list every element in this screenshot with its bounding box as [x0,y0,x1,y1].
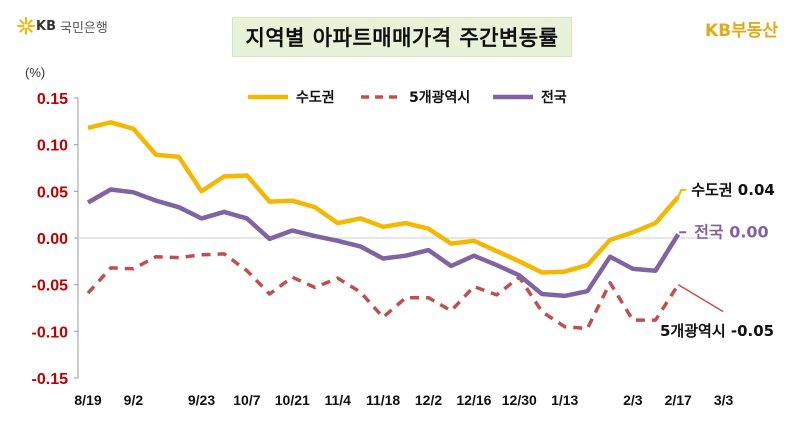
annotation-leader [677,284,724,313]
x-tick-label: 2/3 [623,392,643,408]
kb-realestate-logo: KB부동산 [705,16,778,41]
series-line-1 [87,120,680,275]
y-tick-label: -0.10 [32,324,69,341]
kb-bank-name: 국민은행 [59,20,108,36]
chart-title: 지역별 아파트매매가격 주간변동률 [232,17,572,57]
x-tick-label: 2/17 [665,392,692,408]
legend-label: 전국 [541,89,567,106]
y-tick-label: 0.00 [37,231,68,248]
y-tick-label: 0.05 [37,184,68,201]
x-tick-label: 12/16 [456,392,491,408]
kb-mark: KB [36,18,56,34]
x-tick-label: 12/30 [502,392,537,408]
kb-bank-logo: KB 국민은행 [16,16,108,36]
annotation-leader [677,188,687,198]
x-tick-label: 11/4 [324,392,351,408]
x-tick-label: 9/2 [124,392,144,408]
series-line-3 [86,187,681,299]
y-tick-label: -0.15 [32,371,69,388]
legend-label: 수도권 [296,90,335,106]
x-tick-label: 8/19 [74,392,101,408]
y-tick-label: -0.05 [32,278,69,295]
annotation-metro: 수도권 0.04 [691,181,775,199]
x-tick-label: 10/7 [233,392,260,408]
x-tick-label: 1/13 [551,392,578,408]
star-icon [17,17,35,35]
x-tick-label: 10/21 [275,392,310,408]
x-tick-label: 9/23 [188,392,215,408]
y-tick-label: 0.10 [37,138,68,155]
x-tick-label: 3/3 [714,392,734,408]
kb-realestate-text: KB부동산 [704,21,778,41]
legend-label: 5개광역시 [409,89,470,106]
x-tick-label: 11/18 [366,392,400,408]
y-tick-label: 0.15 [37,91,68,108]
annotation-nation: 전국 0.00 [694,222,769,241]
annotation-five: 5개광역시 -0.05 [660,322,774,340]
series-line-2 [86,252,680,331]
y-unit-label: (%) [25,65,45,80]
chart-title-text: 지역별 아파트매매가격 주간변동률 [245,26,559,50]
x-tick-label: 12/2 [415,392,442,408]
